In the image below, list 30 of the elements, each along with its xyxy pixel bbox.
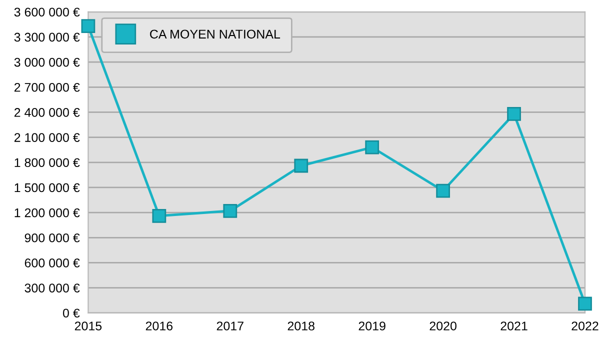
- x-tick-label: 2020: [430, 322, 456, 330]
- y-tick-label: 300 000 €: [24, 284, 80, 292]
- y-tick-label: 900 000 €: [24, 233, 80, 242]
- y-tick-label: 2 700 000 €: [14, 82, 80, 92]
- point: [223, 204, 238, 218]
- y-tick-label: 2 400 000 €: [14, 108, 80, 117]
- point: [365, 140, 380, 154]
- x-tick-label: 2016: [146, 322, 173, 330]
- point: [507, 106, 521, 121]
- point: [152, 208, 166, 223]
- y-tick-label: 0 €: [62, 308, 80, 318]
- x-tick-label: 2021: [500, 322, 528, 330]
- y-tick-label: 3 000 000 €: [14, 58, 80, 67]
- y-tick-label: 3 300 000 €: [14, 32, 80, 42]
- point: [578, 296, 592, 311]
- x-tick-label: 2015: [74, 322, 102, 330]
- y-tick-label: 2 100 000 €: [14, 133, 80, 142]
- y-tick-label: 1 800 000 €: [14, 158, 80, 168]
- x-tick-label: 2018: [288, 322, 314, 330]
- x-tick-label: 2017: [216, 322, 244, 330]
- y-tick-label: 3 600 000 €: [14, 8, 80, 17]
- point: [436, 184, 450, 198]
- legend-label: CA MOYEN NATIONAL: [150, 30, 280, 39]
- x-tick-label: 2022: [572, 322, 598, 330]
- y-tick-label: 1 500 000 €: [14, 183, 80, 192]
- point: [294, 158, 308, 173]
- x-tick-label: 2019: [358, 322, 386, 330]
- y-tick-label: 600 000 €: [24, 258, 80, 268]
- point: [81, 19, 96, 34]
- y-tick-label: 1 200 000 €: [14, 208, 80, 218]
